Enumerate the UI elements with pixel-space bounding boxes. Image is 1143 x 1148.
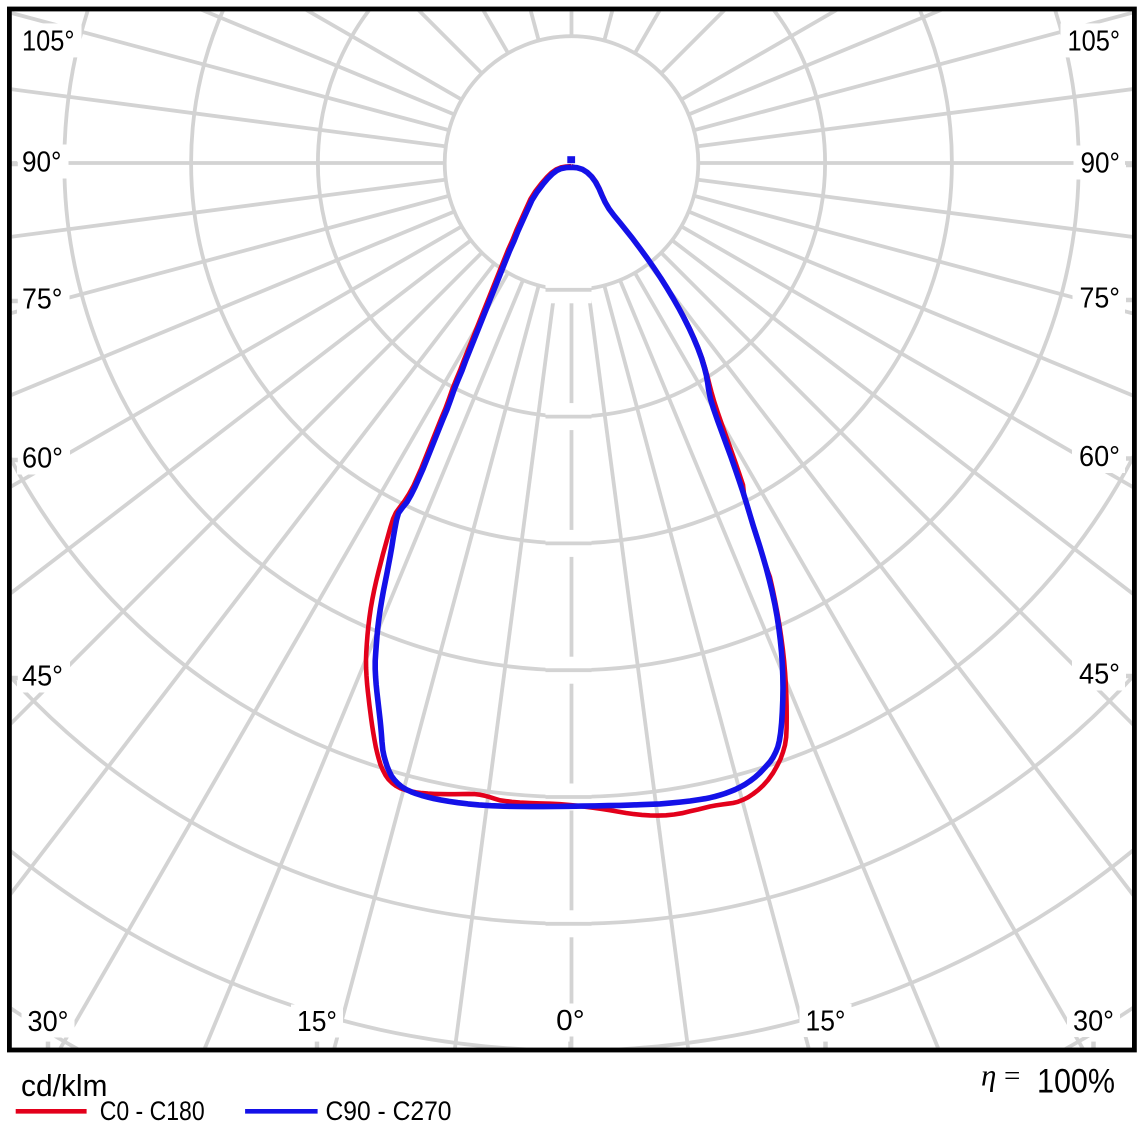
svg-text:45°: 45°	[1079, 659, 1120, 691]
svg-text:cd/klm: cd/klm	[21, 1068, 108, 1103]
svg-text:90°: 90°	[22, 147, 62, 179]
svg-text:90°: 90°	[1081, 148, 1121, 180]
svg-text:η: η	[981, 1058, 996, 1093]
svg-text:75°: 75°	[22, 284, 63, 316]
svg-text:30°: 30°	[28, 1006, 69, 1038]
svg-text:15°: 15°	[297, 1006, 337, 1038]
svg-text:105°: 105°	[22, 26, 75, 58]
svg-text:45°: 45°	[22, 661, 63, 693]
svg-text:60°: 60°	[22, 443, 63, 475]
svg-text:100%: 100%	[1037, 1063, 1115, 1101]
svg-text:75°: 75°	[1080, 283, 1121, 315]
svg-text:30°: 30°	[1073, 1006, 1114, 1038]
svg-text:15°: 15°	[806, 1006, 846, 1038]
svg-text:0°: 0°	[556, 1005, 585, 1037]
svg-text:C0 - C180: C0 - C180	[100, 1096, 205, 1126]
svg-text:60°: 60°	[1079, 441, 1120, 473]
svg-text:=: =	[1004, 1060, 1020, 1092]
svg-text:105°: 105°	[1068, 26, 1121, 58]
svg-text:C90 - C270: C90 - C270	[326, 1096, 452, 1126]
